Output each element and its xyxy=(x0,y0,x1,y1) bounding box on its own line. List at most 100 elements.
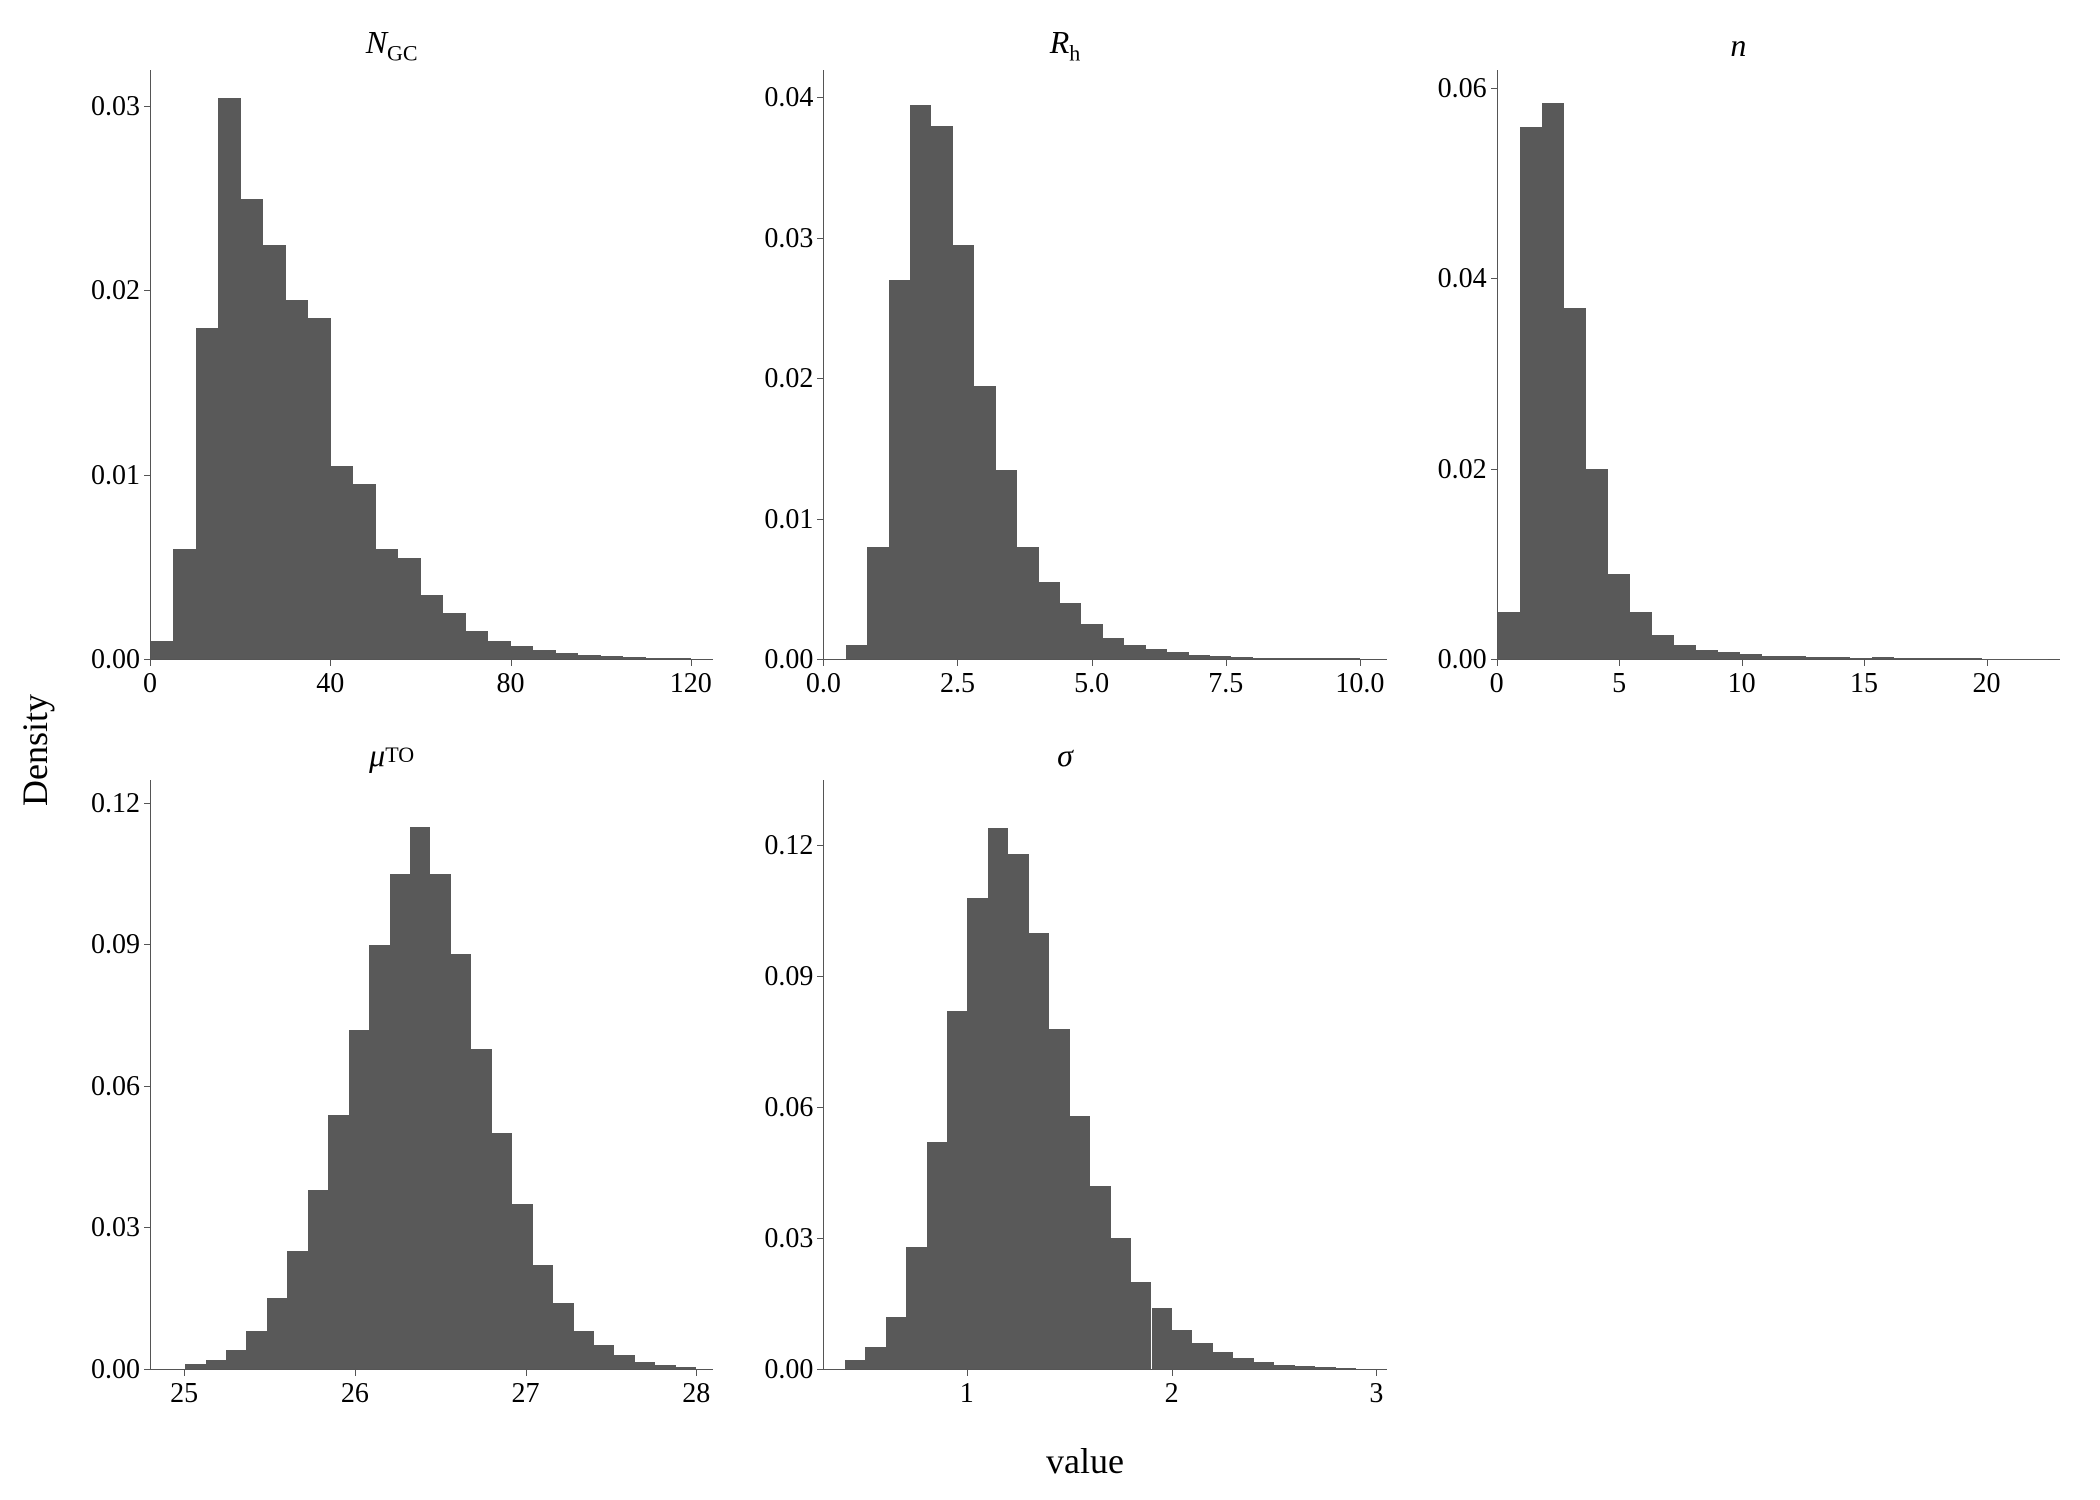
histogram-bar xyxy=(974,386,995,659)
histogram-bar xyxy=(451,954,471,1369)
histogram-bar xyxy=(1017,547,1038,659)
panel-title: n xyxy=(1417,20,2060,70)
histogram-bar xyxy=(1111,1238,1131,1369)
histogram-bar xyxy=(845,1360,865,1369)
x-tick-label: 27 xyxy=(512,1378,540,1410)
histogram-bar xyxy=(1872,657,1894,659)
histogram-bar xyxy=(1103,638,1124,659)
y-tick-label: 0.00 xyxy=(91,644,140,676)
x-tick-label: 26 xyxy=(341,1378,369,1410)
histogram-bar xyxy=(1652,635,1674,659)
histogram-bar xyxy=(267,1298,287,1369)
histogram-bar xyxy=(1274,658,1295,659)
y-tick-label: 0.01 xyxy=(91,460,140,492)
histogram-bar xyxy=(173,549,195,659)
x-tick-label: 80 xyxy=(497,668,525,700)
histogram-bar xyxy=(1172,1330,1192,1369)
y-axis-label: Density xyxy=(14,694,56,806)
y-tick-label: 0.04 xyxy=(764,82,813,114)
x-tick-label: 1 xyxy=(960,1378,974,1410)
histogram-bar xyxy=(1336,1368,1356,1369)
histogram-bar xyxy=(1317,658,1338,659)
x-tick-label: 0.0 xyxy=(806,668,841,700)
y-tick-label: 0.12 xyxy=(91,788,140,820)
histogram-bar xyxy=(1806,657,1828,659)
histogram-bar xyxy=(906,1247,926,1369)
y-tick-label: 0.03 xyxy=(91,1212,140,1244)
x-axis: 05101520 xyxy=(1417,660,2060,720)
histogram-bar xyxy=(967,898,987,1369)
plot-area: 0.000.030.060.090.12 xyxy=(743,780,1386,1370)
panel-muto: μTO0.000.030.060.090.1225262728 xyxy=(70,730,713,1430)
histogram-bar xyxy=(443,613,465,659)
x-axis-ticks: 05101520 xyxy=(1497,660,2060,720)
plot-box xyxy=(823,780,1386,1370)
x-axis-ticks: 04080120 xyxy=(150,660,713,720)
histogram-bar xyxy=(1210,656,1231,659)
histogram-bar xyxy=(668,658,690,659)
histogram-bar xyxy=(1498,612,1520,660)
histogram-bar xyxy=(1542,103,1564,659)
histogram-bar xyxy=(471,1049,491,1369)
histogram-bar xyxy=(196,328,218,659)
y-axis: 0.000.020.040.06 xyxy=(1417,70,1497,660)
histogram-bar xyxy=(1213,1352,1233,1369)
y-tick-label: 0.06 xyxy=(1438,73,1487,105)
histogram-bar xyxy=(1070,1116,1090,1369)
histogram-bar xyxy=(1762,656,1784,659)
y-tick-label: 0.03 xyxy=(91,91,140,123)
histogram-bar xyxy=(331,466,353,659)
plot-area: 0.000.010.020.03 xyxy=(70,70,713,660)
panel-title: σ xyxy=(743,730,1386,780)
y-axis: 0.000.030.060.090.12 xyxy=(743,780,823,1370)
histogram-bar xyxy=(1189,655,1210,659)
y-tick-label: 0.12 xyxy=(764,830,813,862)
y-tick-label: 0.01 xyxy=(764,504,813,536)
histogram-bar xyxy=(578,655,600,659)
x-axis-ticks: 0.02.55.07.510.0 xyxy=(823,660,1386,720)
histogram-bar xyxy=(556,653,578,659)
histogram-bar xyxy=(488,641,510,659)
histogram-bar xyxy=(151,641,173,659)
histogram-bar xyxy=(492,1133,512,1369)
histogram-bar xyxy=(1960,658,1982,659)
histogram-bar xyxy=(910,105,931,659)
histogram-bar xyxy=(1192,1343,1212,1369)
x-tick-label: 15 xyxy=(1850,668,1878,700)
x-tick-label: 25 xyxy=(170,1378,198,1410)
plot-box xyxy=(1497,70,2060,660)
histogram-bar xyxy=(1254,1362,1274,1369)
y-tick-label: 0.02 xyxy=(764,363,813,395)
x-axis: 123 xyxy=(743,1370,1386,1430)
histogram-bar xyxy=(953,245,974,659)
histogram-bar xyxy=(353,484,375,659)
x-tick-label: 2 xyxy=(1165,1378,1179,1410)
histogram-bar xyxy=(996,470,1017,659)
histogram-bar xyxy=(466,631,488,659)
y-tick-label: 0.03 xyxy=(764,1223,813,1255)
histogram-bar xyxy=(1090,1186,1110,1369)
histogram-bar xyxy=(676,1367,696,1369)
histogram-bar xyxy=(988,828,1008,1369)
y-tick-label: 0.04 xyxy=(1438,263,1487,295)
histogram-bar xyxy=(1060,603,1081,659)
histogram-bar xyxy=(1167,652,1188,659)
y-tick-label: 0.03 xyxy=(764,223,813,255)
histogram-bar xyxy=(1124,645,1145,659)
histogram-bar xyxy=(867,547,888,659)
y-tick-label: 0.00 xyxy=(764,1354,813,1386)
histogram-bar xyxy=(430,874,450,1369)
histogram-bar xyxy=(1696,650,1718,660)
histogram-bar xyxy=(1296,658,1317,659)
histogram-bar xyxy=(623,657,645,659)
x-tick-label: 20 xyxy=(1973,668,2001,700)
histogram-bar xyxy=(1586,469,1608,659)
panel-rh: Rh0.000.010.020.030.040.02.55.07.510.0 xyxy=(743,20,1386,720)
x-tick-label: 10.0 xyxy=(1335,668,1384,700)
plots-column: NGC0.000.010.020.0304080120Rh0.000.010.0… xyxy=(70,0,2100,1500)
plot-box xyxy=(150,70,713,660)
y-tick-label: 0.06 xyxy=(764,1092,813,1124)
y-tick-label: 0.06 xyxy=(91,1071,140,1103)
histogram-bar xyxy=(1295,1366,1315,1369)
y-tick-label: 0.00 xyxy=(1438,644,1487,676)
